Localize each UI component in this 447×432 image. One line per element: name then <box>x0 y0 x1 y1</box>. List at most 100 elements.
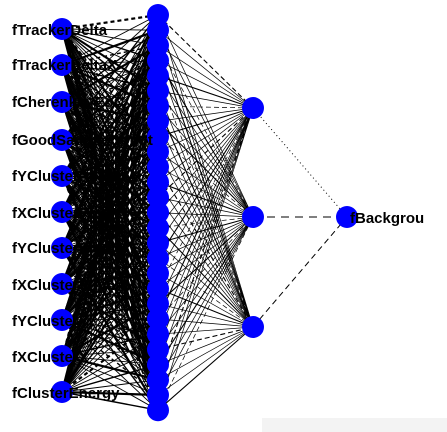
edge-hidden1-hidden2 <box>157 107 254 365</box>
edge-hidden1-hidden2 <box>157 273 254 328</box>
hidden1-node-24 <box>147 368 169 391</box>
input-node-9 <box>51 345 73 367</box>
edge-hidden1-hidden2 <box>157 60 254 109</box>
edge-hidden1-hidden2 <box>157 216 254 335</box>
edge-hidden1-hidden2 <box>157 288 254 328</box>
edge-hidden1-hidden2 <box>157 151 254 218</box>
edge-hidden1-hidden2 <box>157 107 254 274</box>
edge-hidden1-hidden2 <box>157 216 254 259</box>
edge-input-hidden1 <box>61 197 159 393</box>
input-label-4: fYClusterPhiW <box>12 168 117 185</box>
edge-hidden1-hidden2 <box>157 216 254 380</box>
hidden1-node-9 <box>147 140 169 163</box>
edge-hidden1-hidden2 <box>157 216 254 274</box>
hidden1-node-18 <box>147 277 169 300</box>
edge-hidden1-hidden2 <box>157 216 254 305</box>
output-label: fBackgrou <box>350 210 424 227</box>
edge-input-hidden1 <box>61 227 159 393</box>
edge-input-hidden1 <box>61 363 159 393</box>
edge-hidden1-hidden2 <box>157 197 254 328</box>
edge-input-hidden1 <box>61 44 159 66</box>
hidden1-node-25 <box>147 384 169 406</box>
hidden1-node-22 <box>147 338 169 361</box>
edge-hidden1-hidden2 <box>157 227 254 328</box>
edge-hidden1-hidden2 <box>157 326 254 350</box>
edge-hidden1-hidden2 <box>157 107 254 304</box>
edge-input-hidden1 <box>61 30 159 357</box>
edge-input-hidden1 <box>61 303 159 393</box>
edge-hidden1-hidden2 <box>157 166 254 218</box>
edge-input-hidden1 <box>61 14 159 66</box>
hidden1-node-1 <box>147 19 169 42</box>
input-node-10 <box>51 381 73 403</box>
edge-hidden1-hidden2 <box>157 216 254 320</box>
edge-hidden1-hidden2 <box>157 107 254 259</box>
edge-hidden1-hidden2 <box>157 107 254 244</box>
edge-input-hidden1 <box>61 318 159 393</box>
edge-hidden1-hidden2 <box>157 136 254 328</box>
edge-hidden1-hidden2 <box>157 75 254 328</box>
edge-hidden1-hidden2 <box>157 107 254 411</box>
edge-input-hidden1 <box>60 75 160 357</box>
input-label-3: fGoodSampleCount <box>12 132 153 149</box>
edge-input-hidden1 <box>61 272 159 393</box>
hidden1-node-7 <box>147 110 169 133</box>
edge-input-hidden1 <box>61 14 159 141</box>
hidden1-node-17 <box>147 262 169 285</box>
edge-hidden1-hidden2 <box>157 90 254 109</box>
input-label-9: fXClusterX <box>12 349 89 366</box>
edge-input-hidden1 <box>61 181 159 393</box>
edge-hidden1-hidden2 <box>157 107 254 289</box>
edge-hidden1-hidden2 <box>157 107 254 168</box>
edge-input-hidden1 <box>61 391 159 411</box>
edge-input-hidden1 <box>61 379 159 393</box>
hidden1-node-3 <box>147 49 169 72</box>
hidden1-node-21 <box>147 323 169 346</box>
edge-hidden1-hidden2 <box>157 45 254 109</box>
edge-hidden1-hidden2 <box>157 107 254 335</box>
edge-hidden1-hidden2 <box>157 107 254 138</box>
edge-hidden1-hidden2 <box>157 45 254 328</box>
output-node <box>336 206 358 228</box>
input-label-1: fTrackerDeltaX <box>12 57 117 74</box>
edge-hidden1-hidden2 <box>157 216 254 411</box>
edge-hidden1-hidden2 <box>157 242 254 328</box>
bottom-strip <box>262 418 447 432</box>
edge-hidden1-hidden2 <box>157 29 254 109</box>
edge-hidden1-hidden2 <box>157 303 254 328</box>
input-node-6 <box>51 237 73 259</box>
edge-hidden1-hidden2 <box>157 14 254 218</box>
edge-hidden1-hidden2 <box>157 105 254 218</box>
edge-input-hidden1 <box>61 288 159 357</box>
hidden1-node-23 <box>147 353 169 376</box>
edge-input-hidden1 <box>61 136 159 357</box>
edge-hidden1-hidden2 <box>157 136 254 218</box>
edge-hidden1-hidden2 <box>157 257 254 328</box>
hidden1-node-19 <box>147 292 169 315</box>
edge-hidden1-hidden2 <box>157 30 254 218</box>
input-node-8 <box>51 309 73 331</box>
edge-input-hidden1 <box>61 90 159 357</box>
edge-input-hidden1 <box>61 14 159 213</box>
edge-hidden1-hidden2 <box>157 216 254 396</box>
edge-hidden1-hidden2 <box>157 105 254 109</box>
edge-hidden1-hidden2 <box>157 60 254 218</box>
hidden1-node-13 <box>147 201 169 224</box>
edge-hidden1-hidden2 <box>157 30 254 328</box>
edge-input-hidden1 <box>61 166 159 213</box>
hidden1-node-0 <box>147 4 169 26</box>
input-node-7 <box>51 273 73 295</box>
hidden1-node-10 <box>147 156 169 178</box>
edge-hidden1-hidden2 <box>157 216 254 365</box>
edge-input-hidden1 <box>61 14 159 103</box>
edge-input-hidden1 <box>61 14 159 177</box>
edge-hidden1-hidden2 <box>157 326 254 411</box>
edge-input-hidden1 <box>61 75 159 103</box>
edge-hidden1-hidden2 <box>157 14 254 328</box>
hidden1-node-14 <box>147 216 169 239</box>
edge-hidden1-hidden2 <box>157 75 254 218</box>
edge-input-hidden1 <box>61 13 159 31</box>
input-label-2: fCherenkovEoC <box>12 94 125 111</box>
edge-input-hidden1 <box>60 101 160 350</box>
